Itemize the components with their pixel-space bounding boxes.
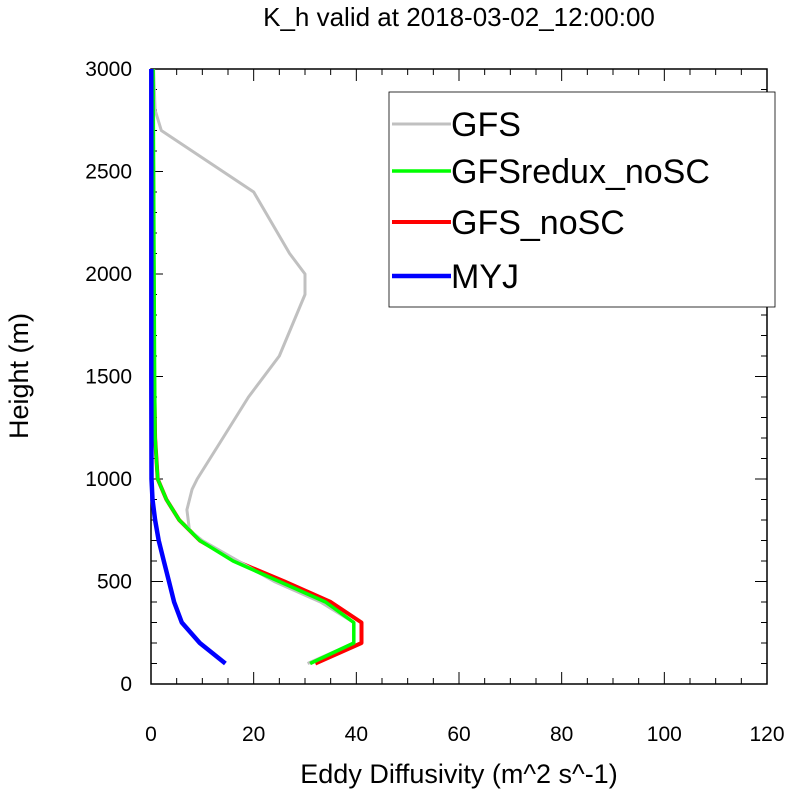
series-line-gfsredux-nosc: [151, 68, 356, 666]
legend-label: GFS: [451, 106, 521, 144]
series-line-myj: [149, 69, 227, 666]
series-layer: [149, 68, 364, 666]
y-tick-label: 1000: [85, 468, 132, 491]
legend-label: MYJ: [451, 258, 519, 296]
legend-box: [388, 91, 776, 308]
y-axis-title: Height (m): [4, 313, 34, 439]
y-tick-label: 2000: [85, 263, 132, 286]
x-tick-label: 120: [749, 723, 784, 746]
x-tick-label: 0: [145, 723, 157, 746]
x-tick-label: 60: [447, 723, 470, 746]
series-line-gfs: [152, 68, 356, 665]
legend-label: GFS_noSC: [451, 204, 625, 242]
legend-item: GFSredux_noSC: [392, 153, 710, 191]
x-axis-title: Eddy Diffusivity (m^2 s^-1): [300, 759, 617, 789]
y-tick-label: 1500: [85, 366, 132, 389]
y-tick-labels: 0 500 1000 1500 2000 2500 3000: [85, 58, 132, 696]
series-line-gfs-nosc: [150, 68, 364, 666]
chart-title: K_h valid at 2018-03-02_12:00:00: [263, 2, 655, 32]
y-tick-label: 3000: [85, 58, 132, 81]
y-tick-label: 0: [120, 673, 132, 696]
legend: GFS GFSredux_noSC GFS_noSC MYJ: [388, 91, 776, 308]
legend-label: GFSredux_noSC: [451, 153, 710, 191]
legend-item: GFS_noSC: [392, 204, 625, 242]
x-tick-label: 80: [550, 723, 573, 746]
x-tick-labels: 0 20 40 60 80 100 120: [145, 723, 784, 746]
x-tick-label: 40: [345, 723, 368, 746]
y-tick-label: 2500: [85, 161, 132, 184]
x-tick-label: 20: [242, 723, 265, 746]
legend-item: MYJ: [392, 258, 519, 296]
y-tick-label: 500: [97, 571, 132, 594]
x-tick-label: 100: [647, 723, 682, 746]
legend-item: GFS: [392, 106, 521, 144]
